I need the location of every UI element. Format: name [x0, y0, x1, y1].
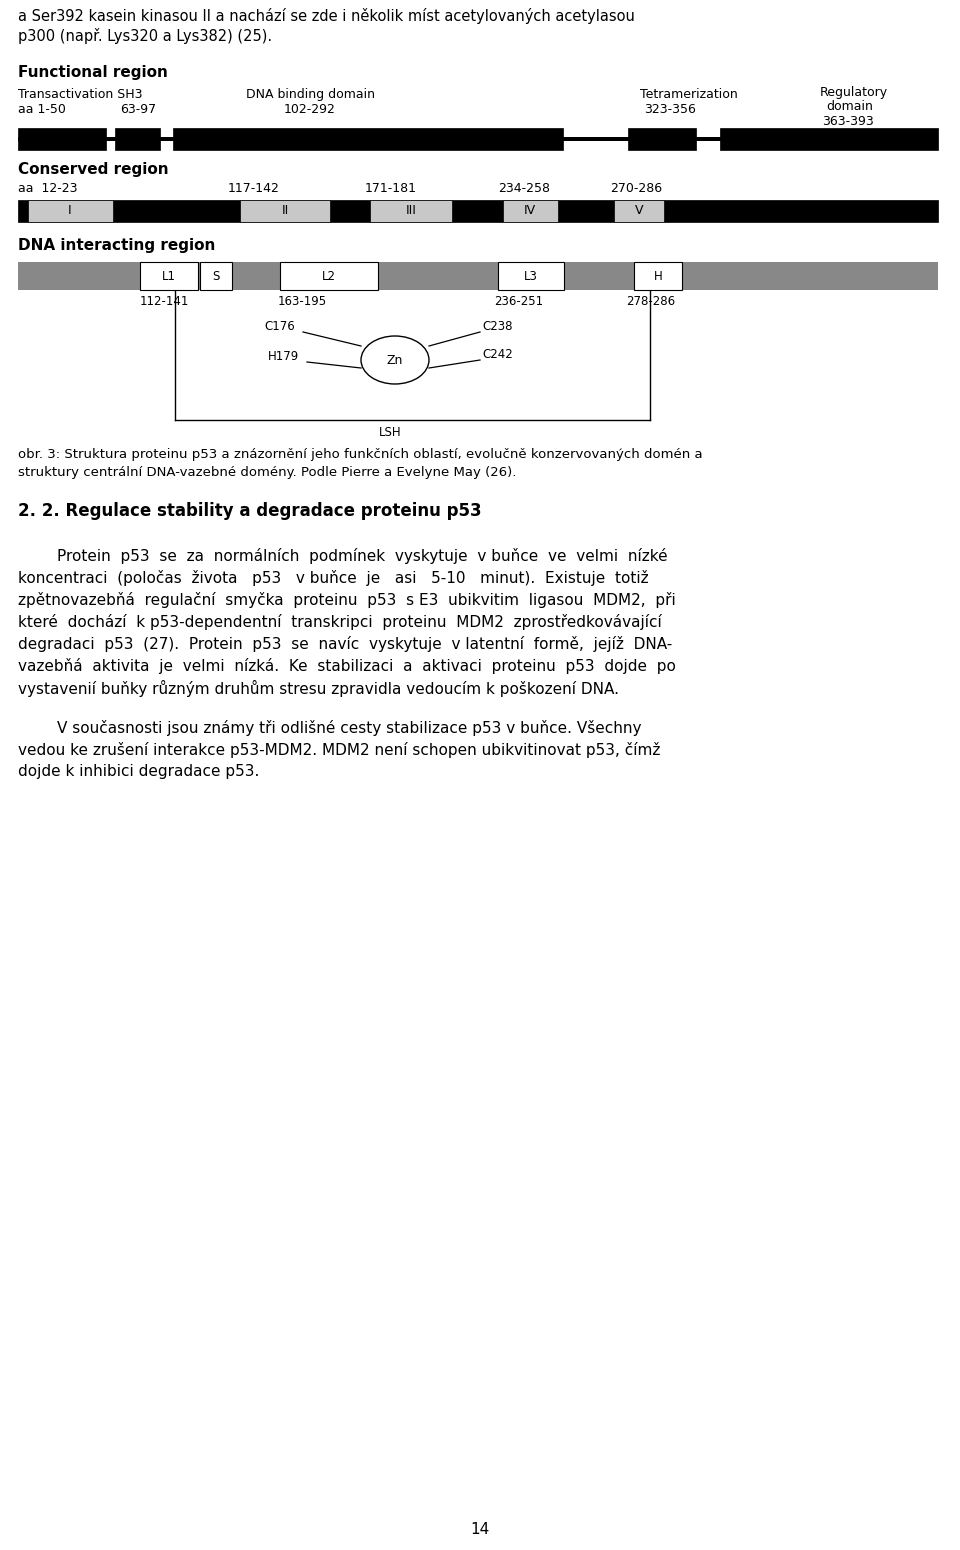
Bar: [280, 262, 378, 290]
Bar: [498, 262, 564, 290]
Ellipse shape: [361, 336, 429, 384]
Bar: [18, 262, 938, 290]
Bar: [173, 129, 563, 150]
Bar: [628, 129, 696, 150]
Text: 112-141: 112-141: [140, 294, 189, 308]
Text: domain: domain: [826, 101, 873, 113]
Bar: [634, 262, 682, 290]
Text: obr. 3: Struktura proteinu p53 a znázornění jeho funkčních oblastí, evolučně kon: obr. 3: Struktura proteinu p53 a znázorn…: [18, 448, 703, 460]
Text: LSH: LSH: [379, 426, 401, 439]
Text: 14: 14: [470, 1522, 490, 1538]
Text: p300 (např. Lys320 a Lys382) (25).: p300 (např. Lys320 a Lys382) (25).: [18, 28, 272, 43]
Text: Tetramerization: Tetramerization: [640, 88, 737, 101]
Text: Zn: Zn: [387, 353, 403, 366]
Text: Conserved region: Conserved region: [18, 163, 169, 177]
Text: V současnosti jsou známy tři odlišné cesty stabilizace p53 v buňce. Všechny: V současnosti jsou známy tři odlišné ces…: [18, 721, 641, 736]
Text: dojde k inhibici degradace p53.: dojde k inhibici degradace p53.: [18, 764, 259, 780]
Text: C176: C176: [264, 319, 295, 333]
Text: I: I: [68, 205, 72, 217]
Text: 171-181: 171-181: [365, 181, 417, 195]
Text: aa 1-50: aa 1-50: [18, 102, 66, 116]
Text: S: S: [212, 270, 220, 282]
Text: 102-292: 102-292: [284, 102, 336, 116]
Text: 63-97: 63-97: [120, 102, 156, 116]
Text: V: V: [635, 205, 643, 217]
Text: H179: H179: [268, 350, 300, 363]
Text: C238: C238: [482, 319, 513, 333]
Text: zpětnovazebňá  regulační  smyčka  proteinu  p53  s E3  ubikvitim  ligasou  MDM2,: zpětnovazebňá regulační smyčka proteinu …: [18, 592, 676, 608]
Text: degradaci  p53  (27).  Protein  p53  se  navíc  vyskytuje  v latentní  formě,  j: degradaci p53 (27). Protein p53 se navíc…: [18, 636, 672, 653]
Text: L2: L2: [322, 270, 336, 282]
Text: a Ser392 kasein kinasou II a nachází se zde i několik míst acetylovaných acetyla: a Ser392 kasein kinasou II a nachází se …: [18, 8, 635, 23]
Bar: [370, 200, 452, 222]
Text: které  dochází  k p53-dependentní  transkripci  proteinu  MDM2  zprostředkovávaj: které dochází k p53-dependentní transkri…: [18, 614, 661, 629]
Text: DNA binding domain: DNA binding domain: [246, 88, 374, 101]
Text: Protein  p53  se  za  normálních  podmínek  vyskytuje  v buňce  ve  velmi  nízké: Protein p53 se za normálních podmínek vy…: [18, 549, 667, 564]
Text: Functional region: Functional region: [18, 65, 168, 81]
Bar: [240, 200, 330, 222]
Text: struktury centrální DNA-vazebné domény. Podle Pierre a Evelyne May (26).: struktury centrální DNA-vazebné domény. …: [18, 467, 516, 479]
Text: 2. 2. Regulace stability a degradace proteinu p53: 2. 2. Regulace stability a degradace pro…: [18, 502, 482, 519]
Bar: [614, 200, 664, 222]
Text: III: III: [405, 205, 417, 217]
Text: Transactivation SH3: Transactivation SH3: [18, 88, 142, 101]
Bar: [503, 200, 558, 222]
Text: 278-286: 278-286: [626, 294, 675, 308]
Text: IV: IV: [524, 205, 536, 217]
Text: Regulatory: Regulatory: [820, 85, 888, 99]
Text: II: II: [281, 205, 289, 217]
Bar: [18, 200, 938, 222]
Text: 270-286: 270-286: [610, 181, 662, 195]
Text: vedou ke zrušení interakce p53-MDM2. MDM2 není schopen ubikvitinovat p53, čímž: vedou ke zrušení interakce p53-MDM2. MDM…: [18, 742, 660, 758]
Bar: [18, 129, 106, 150]
Text: H: H: [654, 270, 662, 282]
Bar: [200, 262, 232, 290]
Text: aa  12-23: aa 12-23: [18, 181, 78, 195]
Text: 163-195: 163-195: [278, 294, 327, 308]
Text: L1: L1: [162, 270, 176, 282]
Text: 323-356: 323-356: [644, 102, 696, 116]
Bar: [140, 262, 198, 290]
Text: C242: C242: [482, 349, 513, 361]
Bar: [18, 138, 938, 141]
Text: vazebňá  aktivita  je  velmi  nízká.  Ke  stabilizaci  a  aktivaci  proteinu  p5: vazebňá aktivita je velmi nízká. Ke stab…: [18, 659, 676, 674]
Text: 236-251: 236-251: [494, 294, 543, 308]
Text: koncentraci  (poločas  života   p53   v buňce  je   asi   5-10   minut).  Existu: koncentraci (poločas života p53 v buňce …: [18, 570, 649, 586]
Bar: [28, 200, 113, 222]
Bar: [115, 129, 160, 150]
Text: L3: L3: [524, 270, 538, 282]
Bar: [720, 129, 938, 150]
Text: DNA interacting region: DNA interacting region: [18, 239, 215, 253]
Text: vystavenií buňky různým druhům stresu zpravidla vedoucím k poškození DNA.: vystavenií buňky různým druhům stresu zp…: [18, 680, 619, 698]
Text: 234-258: 234-258: [498, 181, 550, 195]
Text: 363-393: 363-393: [822, 115, 874, 129]
Text: 117-142: 117-142: [228, 181, 280, 195]
